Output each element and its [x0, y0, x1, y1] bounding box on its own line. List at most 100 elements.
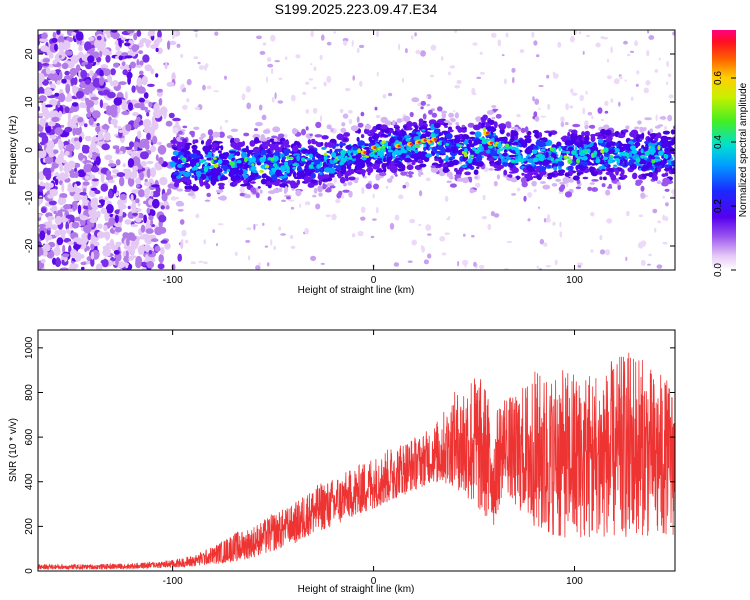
ridge-blob — [463, 152, 468, 158]
noise-blob — [110, 30, 118, 33]
noise-blob — [74, 76, 78, 85]
noise-blob — [533, 40, 538, 46]
noise-blob — [348, 118, 353, 125]
ridge-blob — [656, 158, 662, 162]
noise-blob — [58, 93, 66, 103]
signal-blob — [503, 159, 509, 163]
signal-blob — [444, 169, 450, 172]
signal-blob — [453, 137, 461, 144]
signal-blob — [569, 177, 575, 181]
signal-blob — [615, 169, 619, 176]
signal-blob — [640, 192, 646, 199]
noise-blob — [103, 68, 111, 77]
signal-blob — [386, 152, 392, 158]
noise-blob — [113, 184, 117, 194]
noise-blob — [64, 126, 73, 133]
noise-blob — [259, 50, 266, 55]
signal-blob — [490, 149, 496, 154]
snr-y-tick-label: 400 — [24, 473, 35, 490]
signal-blob — [176, 175, 182, 179]
noise-blob — [39, 141, 46, 146]
signal-blob — [539, 166, 547, 172]
signal-blob — [223, 171, 228, 174]
noise-blob — [148, 215, 154, 221]
noise-blob — [171, 72, 176, 82]
signal-blob — [544, 130, 552, 134]
noise-blob — [540, 115, 547, 118]
noise-blob — [160, 205, 165, 210]
noise-blob — [648, 35, 655, 40]
noise-blob — [195, 32, 198, 38]
noise-blob — [398, 194, 404, 200]
noise-blob — [457, 261, 460, 267]
signal-blob — [283, 148, 291, 155]
signal-blob — [417, 159, 424, 164]
noise-blob — [501, 54, 505, 57]
ridge-blob — [379, 152, 385, 157]
noise-blob — [82, 188, 87, 193]
signal-blob — [560, 121, 565, 128]
signal-blob — [396, 118, 403, 123]
noise-blob — [654, 227, 657, 233]
signal-blob — [486, 110, 494, 115]
signal-blob — [326, 150, 332, 154]
signal-blob — [305, 158, 312, 161]
noise-blob — [388, 92, 393, 97]
noise-blob — [552, 71, 556, 76]
noise-blob — [158, 253, 164, 264]
signal-blob — [297, 165, 302, 172]
noise-blob — [216, 243, 218, 247]
noise-blob — [115, 45, 121, 51]
signal-blob — [439, 159, 444, 165]
signal-blob — [365, 183, 372, 190]
noise-blob — [668, 94, 674, 99]
signal-blob — [591, 179, 599, 182]
ridge-blob — [316, 164, 321, 169]
signal-blob — [608, 183, 612, 189]
noise-blob — [99, 69, 104, 77]
signal-blob — [454, 112, 459, 119]
noise-blob — [370, 235, 375, 239]
signal-blob — [324, 141, 329, 148]
noise-blob — [410, 35, 414, 40]
noise-blob — [351, 40, 354, 47]
noise-blob — [462, 259, 469, 266]
noise-blob — [430, 74, 434, 78]
noise-blob — [104, 196, 109, 201]
noise-blob — [319, 54, 323, 61]
noise-blob — [405, 48, 408, 54]
noise-blob — [38, 213, 42, 218]
signal-blob — [469, 143, 475, 148]
signal-blob — [405, 127, 413, 131]
signal-blob — [641, 166, 648, 172]
noise-blob — [590, 249, 594, 253]
noise-blob — [38, 86, 45, 94]
signal-blob — [388, 138, 396, 142]
colorbar-tick-label: 0.2 — [713, 199, 724, 213]
signal-blob — [431, 146, 438, 153]
signal-blob — [215, 189, 224, 193]
noise-blob — [74, 140, 81, 150]
noise-blob — [106, 51, 112, 56]
noise-blob — [256, 35, 262, 40]
noise-blob — [39, 183, 48, 187]
ridge-blob — [488, 145, 494, 149]
noise-blob — [212, 229, 216, 234]
noise-blob — [385, 185, 389, 189]
noise-blob — [100, 173, 105, 184]
noise-blob — [182, 104, 188, 110]
ridge-blob — [482, 127, 486, 132]
signal-blob — [476, 166, 480, 169]
signal-blob — [494, 137, 499, 143]
noise-blob — [118, 37, 122, 47]
signal-blob — [445, 147, 452, 153]
noise-blob — [127, 205, 131, 210]
noise-blob — [420, 50, 426, 57]
signal-blob — [277, 141, 283, 145]
signal-blob — [373, 183, 379, 190]
signal-blob — [508, 154, 517, 158]
noise-blob — [88, 36, 95, 41]
noise-blob — [81, 266, 85, 270]
noise-blob — [140, 224, 146, 233]
ridge-blob — [251, 163, 255, 167]
